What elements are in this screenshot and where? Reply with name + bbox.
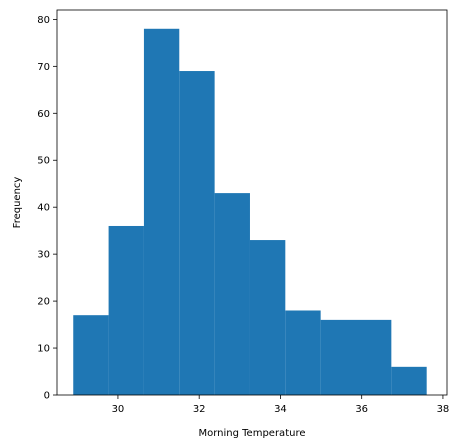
histogram-bar-5 [249, 240, 286, 395]
histogram-bars [73, 28, 427, 395]
histogram-bar-2 [143, 28, 180, 395]
x-tick-label-3: 36 [355, 404, 368, 415]
x-tick-label-2: 34 [274, 404, 287, 415]
y-tick-label-6: 60 [37, 109, 50, 120]
x-tick-label-4: 38 [437, 404, 450, 415]
plot-frame [56, 9, 448, 396]
y-axis-label: Frequency [12, 177, 23, 229]
x-tick-label-0: 30 [112, 404, 125, 415]
y-tick-label-5: 50 [37, 156, 50, 167]
y-tick-label-1: 10 [37, 344, 50, 355]
histogram-bar-4 [214, 193, 250, 395]
y-tick-label-4: 40 [37, 203, 50, 214]
x-axis-label: Morning Temperature [198, 428, 305, 439]
histogram-bar-0 [73, 315, 109, 395]
x-axis-ticks: 30 32 34 36 38 [112, 395, 450, 415]
y-tick-label-2: 20 [37, 297, 50, 308]
y-tick-label-0: 0 [44, 391, 50, 402]
y-tick-label-3: 30 [37, 250, 50, 261]
histogram-bar-6 [285, 310, 321, 395]
y-axis-ticks: 0 10 20 30 40 50 60 70 80 [37, 15, 57, 402]
y-tick-label-8: 80 [37, 15, 50, 26]
histogram-bar-9 [391, 366, 427, 395]
histogram-bar-8 [356, 319, 392, 395]
histogram-bar-1 [108, 225, 144, 395]
histogram-bar-3 [179, 71, 215, 395]
x-tick-label-1: 32 [193, 404, 206, 415]
histogram-bar-7 [320, 319, 356, 395]
y-tick-label-7: 70 [37, 62, 50, 73]
